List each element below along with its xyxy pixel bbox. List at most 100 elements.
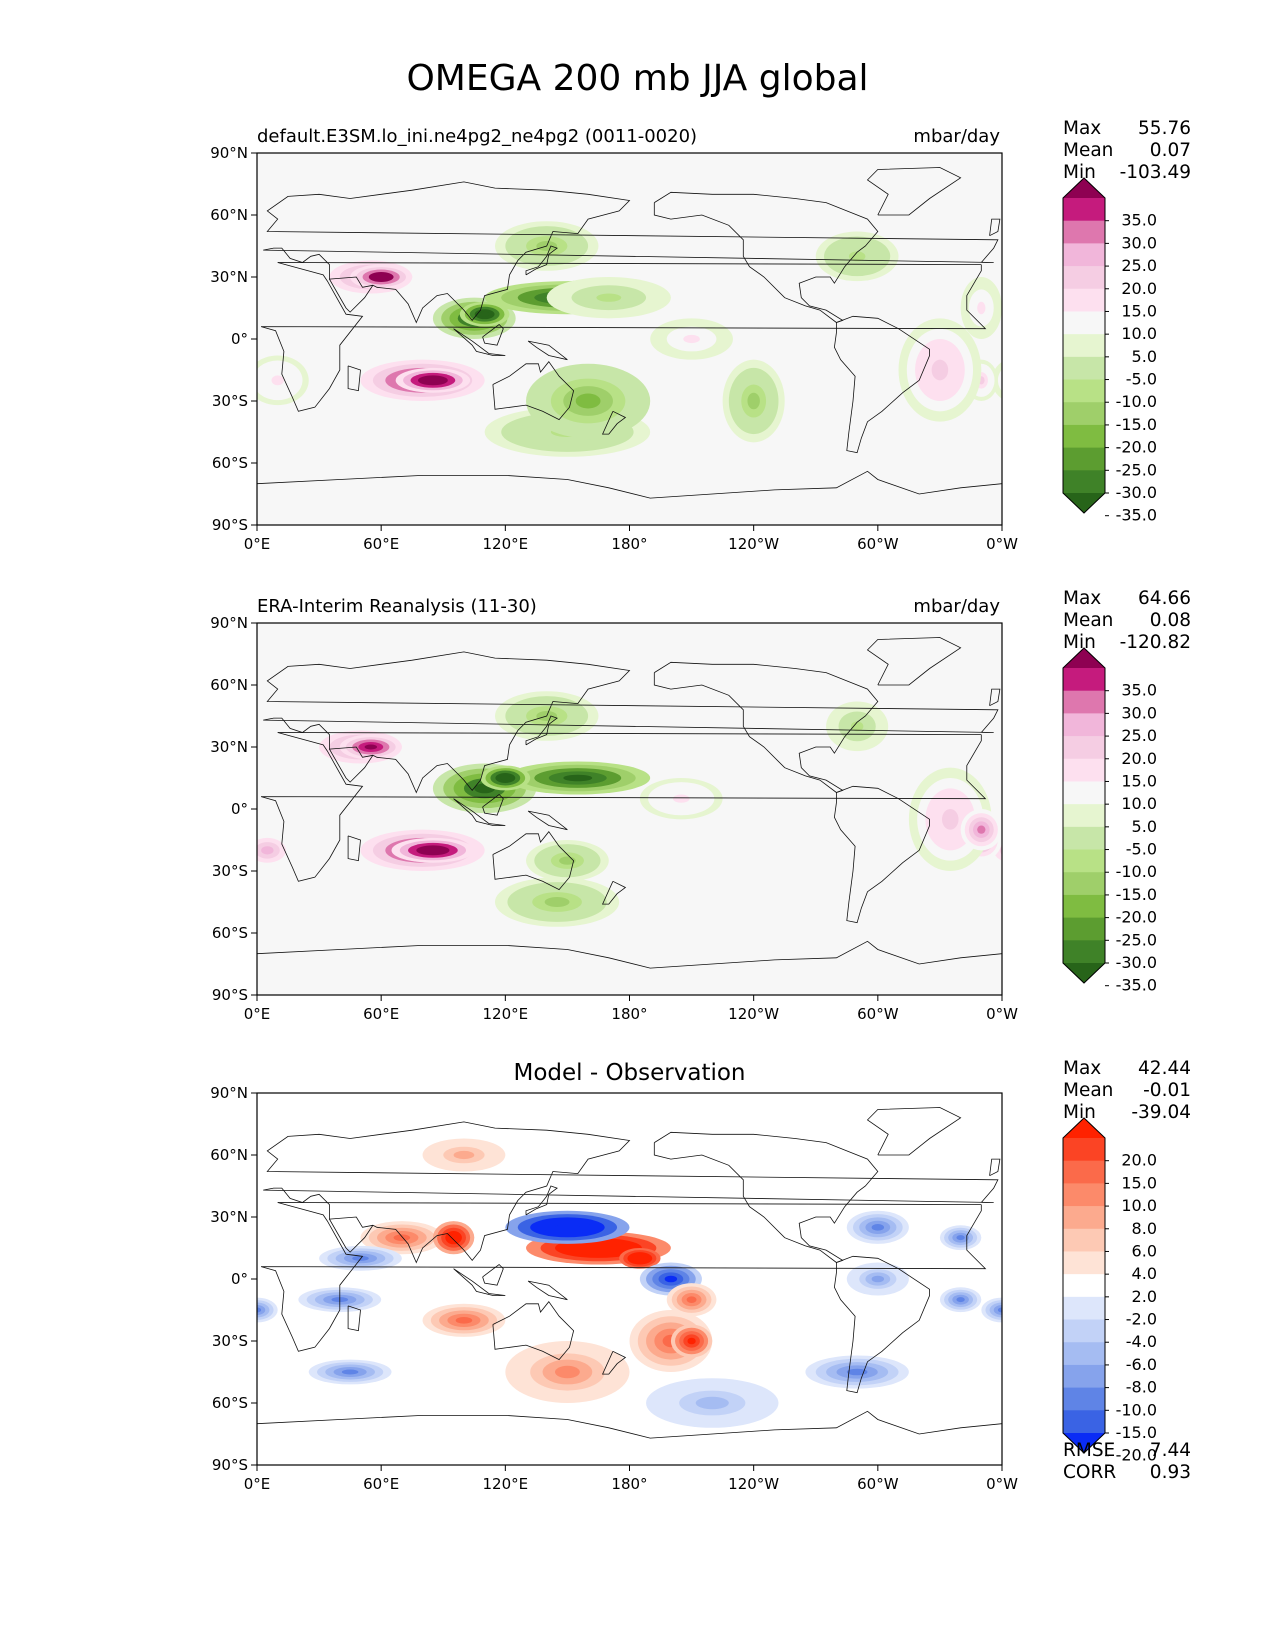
contour-band — [187, 360, 204, 381]
contour-band — [1230, 768, 1270, 788]
colorbar-segment — [1063, 894, 1105, 919]
colorbar-segment — [1063, 243, 1105, 267]
contour-band — [1192, 1314, 1225, 1327]
contour-band — [374, 274, 388, 280]
contour-band — [1250, 1211, 1275, 1244]
colorbar-segment — [1063, 198, 1105, 222]
colorbar-extend-top — [1063, 1118, 1105, 1138]
y-tick-label: 60°S — [212, 1394, 248, 1412]
contour-band — [1203, 310, 1236, 327]
contour-band — [1170, 378, 1185, 383]
y-tick-label: 90°S — [212, 1456, 248, 1474]
contour-band — [178, 349, 211, 390]
contour-band — [1006, 846, 1018, 854]
contour-band — [87, 706, 137, 746]
coastline — [601, 880, 627, 905]
contour-band — [686, 1296, 697, 1303]
contour-band — [81, 702, 143, 752]
colorbar-segment — [1063, 1364, 1105, 1389]
colorbar-segment — [1063, 266, 1105, 290]
x-tick-label: 60°E — [363, 1475, 399, 1493]
contour-band — [199, 1290, 232, 1310]
colorbar-segment — [1063, 940, 1105, 964]
x-tick-label: 120°E — [483, 1475, 529, 1493]
coastline — [653, 191, 879, 323]
contour-fill — [0, 1134, 1275, 1434]
contour-band — [1199, 773, 1261, 803]
coastline — [347, 365, 361, 392]
colorbar-segment — [1063, 781, 1105, 805]
contour-band — [1194, 306, 1244, 331]
contour-band — [1220, 309, 1240, 319]
contour-band — [203, 1230, 228, 1245]
contour-band — [449, 1234, 458, 1241]
contour-band — [1178, 298, 1261, 339]
stats-block: Max 64.66 Mean 0.08 Min -120.82 — [1063, 588, 1191, 653]
coastline — [866, 167, 962, 216]
x-tick-label: 120°W — [728, 1475, 779, 1493]
contour-band — [1168, 1138, 1251, 1171]
contour-band — [1168, 1304, 1251, 1337]
x-tick-label: 0°E — [244, 535, 271, 553]
contour-band — [0, 1372, 50, 1434]
coastline — [482, 1263, 504, 1286]
coastline — [833, 1255, 930, 1394]
coastline — [257, 1410, 1002, 1439]
x-tick-label: 60°W — [857, 535, 899, 553]
contour-band — [695, 1396, 729, 1410]
colorbar-segment — [1063, 447, 1105, 471]
colorbar-extend-top — [1063, 648, 1105, 668]
colorbar-segment — [1063, 311, 1105, 335]
x-tick-label: 0°W — [986, 1005, 1018, 1023]
coastline — [347, 835, 361, 862]
y-tick-label: 30°S — [212, 392, 248, 410]
colorbar-segment — [1063, 402, 1105, 426]
contour-band — [108, 1266, 158, 1292]
coastline — [989, 1158, 1001, 1177]
contour-band — [1210, 304, 1250, 324]
contour-band — [1265, 765, 1275, 791]
contour-band — [1155, 846, 1180, 854]
coastlines — [257, 637, 1002, 969]
contour-band — [232, 836, 240, 844]
colorbar-label: -35.0 — [1116, 506, 1157, 525]
contour-band — [1240, 773, 1260, 783]
contour-band — [1250, 226, 1275, 266]
contour-band — [1226, 766, 1275, 791]
contour-band — [1155, 376, 1180, 384]
coastline — [989, 688, 1001, 707]
colorbar-segment — [1063, 356, 1105, 381]
contour-band — [479, 311, 490, 317]
colorbar-segment — [1063, 379, 1105, 403]
colorbar-label: 20.0 — [1121, 749, 1157, 768]
contour-band — [1188, 768, 1271, 808]
contour-band — [1250, 1341, 1275, 1403]
contour-band — [261, 846, 274, 855]
x-tick-label: 120°E — [483, 535, 529, 553]
contour-band — [120, 1221, 145, 1234]
contour-band — [683, 334, 700, 344]
contour-band — [1261, 701, 1275, 731]
y-tick-label: 60°N — [210, 1146, 248, 1164]
contour-band — [1178, 1143, 1240, 1168]
coastline — [525, 245, 558, 276]
colorbar-label: -10.0 — [1116, 862, 1157, 881]
coastlines — [257, 167, 1002, 499]
colorbar-label: -30.0 — [1116, 483, 1157, 502]
contour-band — [1184, 1310, 1234, 1330]
panel-title-center: Model - Observation — [513, 1060, 746, 1086]
colorbar-label: -25.0 — [1116, 930, 1157, 949]
stats-block: Max 42.44 Mean -0.01 Min -39.04 — [1063, 1058, 1191, 1123]
contour-band — [220, 813, 253, 846]
colorbar-label: -15.0 — [1116, 415, 1157, 434]
contour-band — [1250, 761, 1275, 794]
contour-band — [1157, 1134, 1260, 1175]
contour-band — [364, 744, 378, 750]
coastline — [260, 262, 987, 412]
contour-band — [1225, 312, 1235, 317]
contour-band — [1246, 412, 1275, 452]
panel-title-left: default.E3SM.lo_ini.ne4pg2_ne4pg2 (0011-… — [257, 126, 698, 147]
x-tick-label: 0°E — [244, 1475, 271, 1493]
x-tick-label: 180° — [611, 1475, 647, 1493]
colorbar-label: 10.0 — [1121, 1196, 1157, 1215]
